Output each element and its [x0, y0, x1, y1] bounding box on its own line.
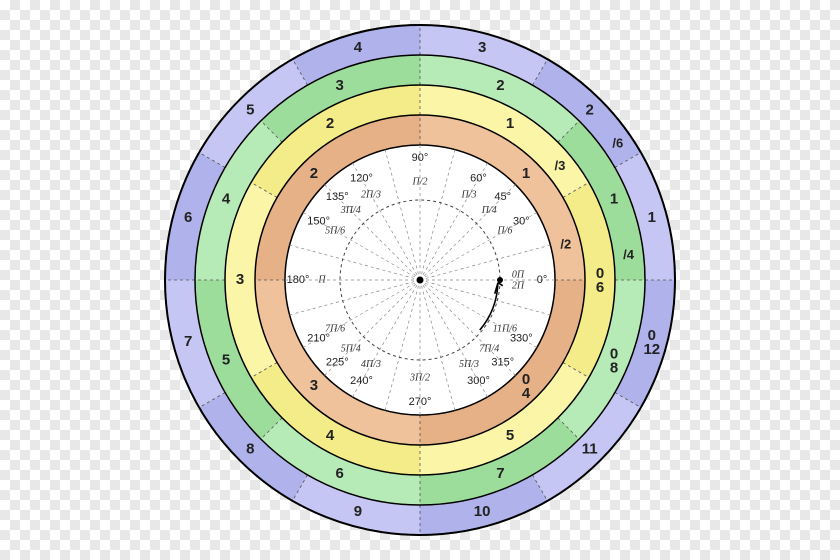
ring-orange-fraction: /2 — [560, 236, 571, 251]
ring-green-fraction: /4 — [623, 247, 635, 262]
ring-yellow-label: 6 — [596, 279, 604, 296]
degree-label: 225° — [326, 357, 349, 369]
degree-label: 120° — [350, 173, 373, 185]
radian-label: Π/4 — [481, 205, 497, 216]
ring-orange-label: 2 — [310, 165, 318, 182]
radian-label: Π — [317, 274, 326, 285]
ring-purple-label: 4 — [354, 39, 363, 56]
ring-green-label: 6 — [335, 465, 343, 482]
degree-label: 30° — [513, 215, 530, 227]
ring-purple-label: 3 — [478, 39, 486, 56]
ring-purple-label: 10 — [474, 503, 491, 520]
ring-purple-label: 9 — [354, 503, 362, 520]
unit-circle-diagram: 3210121110987654/6210876543/41065432/310… — [0, 0, 840, 560]
degree-label: 240° — [350, 375, 373, 387]
radian-label: 2Π/3 — [361, 189, 381, 200]
ring-yellow-fraction: /3 — [554, 158, 565, 173]
ring-green-label: 7 — [496, 465, 504, 482]
degree-label: 315° — [491, 357, 514, 369]
ring-purple-label: 6 — [184, 209, 192, 226]
radian-label: 0Π — [512, 269, 525, 280]
center-dot — [417, 277, 424, 284]
degree-label: 300° — [467, 375, 490, 387]
ring-yellow-label: 3 — [236, 271, 244, 288]
inner-angles: 0°30°45°60°90°120°135°150°180°210°225°24… — [285, 145, 555, 415]
ring-orange-label: 3 — [310, 377, 318, 394]
radian-label: 11Π/6 — [493, 323, 517, 334]
ring-green-label: 1 — [610, 191, 618, 208]
ring-purple-label: 2 — [586, 101, 594, 118]
radian-label: Π/6 — [496, 225, 512, 236]
ring-purple-label: 11 — [582, 441, 598, 458]
ring-yellow-label: 5 — [506, 427, 514, 444]
degree-label: 135° — [326, 191, 349, 203]
ring-yellow-label: 1 — [506, 115, 514, 132]
ring-green-label: 3 — [335, 77, 343, 94]
ring-green-label: 4 — [222, 191, 231, 208]
degree-label: 60° — [470, 173, 487, 185]
radian-label: Π/2 — [412, 176, 428, 187]
degree-label: 180° — [287, 274, 310, 286]
degree-label: 90° — [412, 152, 429, 164]
radian-label: 5Π/6 — [325, 225, 345, 236]
ring-purple-label: 7 — [184, 333, 192, 350]
ring-orange-label: 4 — [522, 385, 531, 402]
radian-label: 2Π — [512, 280, 525, 291]
ring-purple-fraction: /6 — [612, 136, 623, 151]
ring-purple-label: 1 — [648, 209, 656, 226]
radian-label: 7Π/4 — [479, 344, 499, 355]
ring-green-label: 2 — [496, 77, 504, 94]
ring-purple-label: 8 — [246, 441, 254, 458]
ring-green-label: 8 — [610, 359, 618, 376]
radian-label: Π/3 — [461, 189, 477, 200]
radian-label: 7Π/6 — [325, 323, 345, 334]
radian-label: 3Π/2 — [409, 372, 430, 383]
degree-label: 270° — [409, 396, 432, 408]
degree-label: 0° — [537, 274, 548, 286]
radian-label: 4Π/3 — [361, 359, 381, 370]
radian-label: 5Π/3 — [459, 359, 479, 370]
ring-yellow-label: 2 — [326, 115, 334, 132]
zero-point — [497, 277, 503, 283]
ring-purple-label: 5 — [246, 101, 254, 118]
radian-label: 5Π/4 — [341, 344, 361, 355]
ring-green-label: 5 — [222, 351, 230, 368]
ring-yellow-label: 4 — [326, 427, 335, 444]
radian-label: 3Π/4 — [340, 205, 361, 216]
ring-purple-label: 12 — [643, 341, 660, 358]
degree-label: 45° — [494, 191, 511, 203]
ring-orange-label: 1 — [522, 165, 530, 182]
